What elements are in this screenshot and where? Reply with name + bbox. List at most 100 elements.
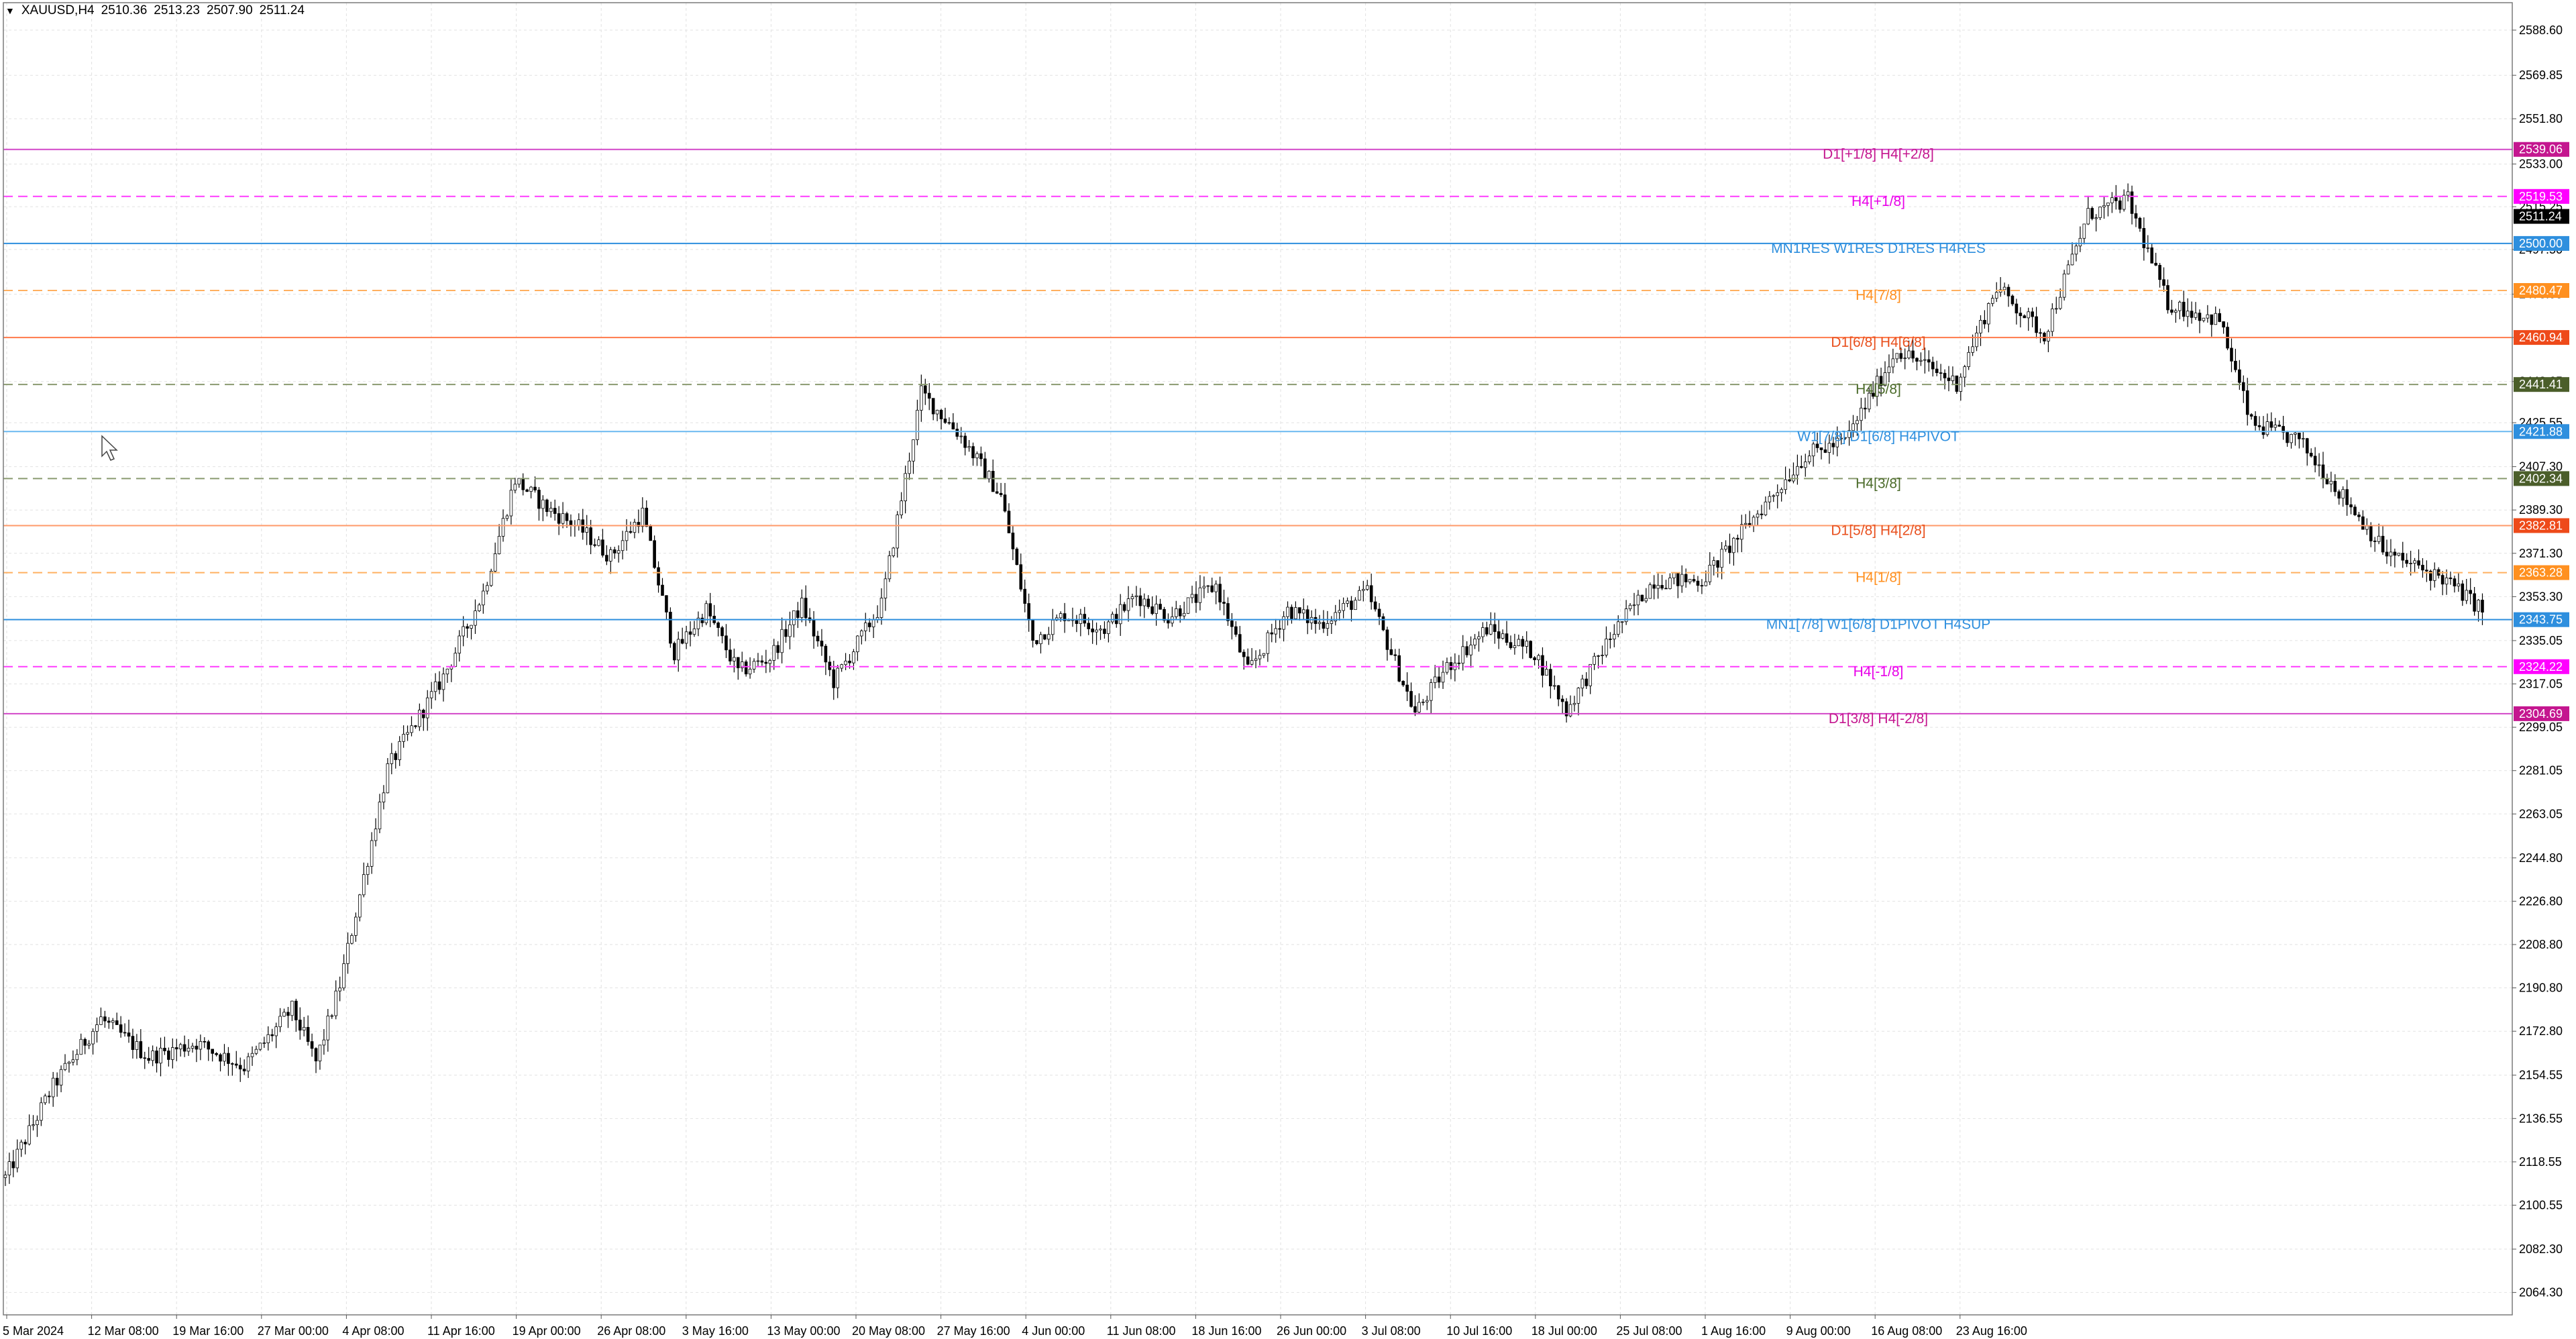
time-tick-label: 5 Mar 2024 — [3, 1324, 64, 1338]
candle-body — [1521, 639, 1525, 647]
candle-body — [1019, 564, 1023, 590]
candle-body — [748, 669, 752, 675]
candle-body — [406, 732, 409, 735]
candle-body — [724, 635, 728, 651]
candle-body — [896, 515, 900, 549]
candle-body — [987, 470, 991, 480]
candle-body — [2269, 421, 2273, 428]
time-tick-label: 9 Aug 00:00 — [1786, 1324, 1851, 1338]
candle-body — [1163, 608, 1166, 621]
candle-body — [975, 453, 979, 459]
candle-body — [1907, 350, 1911, 359]
candle-body — [326, 1015, 330, 1040]
candle-body — [1564, 701, 1568, 716]
candle-body — [350, 935, 354, 944]
candle-body — [103, 1016, 107, 1022]
candle-body — [959, 435, 963, 437]
candle-body — [904, 473, 907, 502]
candle-body — [2477, 600, 2480, 612]
candle-body — [1262, 653, 1266, 656]
candle-body — [1743, 523, 1748, 525]
ohlc-high: 2513.23 — [154, 3, 200, 17]
candle-body — [278, 1016, 282, 1028]
candle-body — [1433, 676, 1437, 684]
candle-body — [1405, 684, 1409, 692]
candle-body — [816, 635, 820, 641]
candle-body — [238, 1065, 242, 1070]
price-tag-box — [2514, 518, 2569, 533]
candle-body — [1401, 681, 1405, 686]
candle-body — [2257, 425, 2261, 427]
candle-body — [2286, 432, 2289, 443]
candle-body — [951, 422, 955, 430]
candle-body — [2006, 286, 2010, 297]
candle-body — [1246, 656, 1250, 665]
candle-body — [410, 725, 413, 733]
candle-body — [1226, 603, 1230, 621]
time-tick-label: 18 Jun 16:00 — [1191, 1324, 1261, 1338]
candle-body — [1935, 368, 1939, 374]
candle-body — [1724, 545, 1727, 550]
candle-body — [2385, 551, 2389, 557]
candle-body — [999, 492, 1003, 496]
candle-body — [1760, 513, 1764, 515]
candle-body — [1752, 517, 1756, 527]
candle-body — [549, 508, 553, 513]
candle-body — [1664, 588, 1668, 590]
candle-body — [2277, 425, 2282, 427]
candle-body — [1234, 626, 1238, 635]
candle-body — [2241, 382, 2245, 391]
candle-body — [1911, 350, 1915, 359]
time-tick-label: 11 Jun 08:00 — [1107, 1324, 1176, 1338]
price-tick-label: 2335.05 — [2519, 634, 2563, 647]
candle-body — [234, 1063, 238, 1066]
candle-body — [912, 439, 915, 462]
candle-body — [2202, 317, 2206, 321]
candle-body — [1194, 594, 1198, 603]
candle-body — [2389, 551, 2393, 557]
candle-body — [2234, 360, 2237, 370]
candle-body — [458, 635, 462, 654]
candle-body — [625, 531, 629, 541]
candle-body — [2098, 207, 2102, 218]
candle-body — [207, 1041, 211, 1050]
candle-body — [2341, 489, 2345, 499]
candle-body — [2413, 560, 2416, 564]
candle-body — [733, 657, 736, 661]
price-tag-label: 2500.00 — [2519, 237, 2563, 250]
level-label: H4[3/8] — [1856, 476, 1901, 491]
candle-body — [294, 1000, 298, 1020]
candle-body — [1023, 588, 1027, 604]
candle-body — [2019, 313, 2023, 317]
candle-body — [1254, 658, 1258, 661]
candle-body — [2118, 200, 2122, 210]
candle-body — [1358, 590, 1361, 601]
candle-body — [927, 392, 931, 399]
price-tick-label: 2371.30 — [2519, 547, 2563, 560]
candle-body — [211, 1049, 214, 1054]
candle-body — [334, 990, 337, 1016]
candle-body — [561, 513, 565, 524]
dropdown-triangle-icon[interactable]: ▼ — [5, 5, 15, 16]
candle-body — [616, 550, 621, 553]
candle-body — [780, 629, 784, 653]
candle-body — [1704, 581, 1708, 586]
candle-body — [1190, 594, 1194, 598]
candle-body — [1668, 578, 1672, 589]
candle-body — [800, 598, 804, 618]
level-label: H4[5/8] — [1856, 382, 1901, 397]
level-label: MN1[7/8] W1[6/8] D1PIVOT H4SUP — [1766, 617, 1991, 633]
candle-body — [23, 1142, 27, 1144]
candle-body — [2010, 295, 2015, 305]
candle-body — [386, 763, 390, 794]
candle-body — [633, 522, 637, 533]
candle-body — [1732, 537, 1735, 553]
candle-body — [1768, 496, 1772, 502]
candle-body — [1381, 616, 1385, 631]
candle-body — [2174, 310, 2178, 313]
candle-body — [1967, 352, 1970, 368]
candle-body — [792, 610, 796, 625]
candle-body — [983, 458, 987, 480]
